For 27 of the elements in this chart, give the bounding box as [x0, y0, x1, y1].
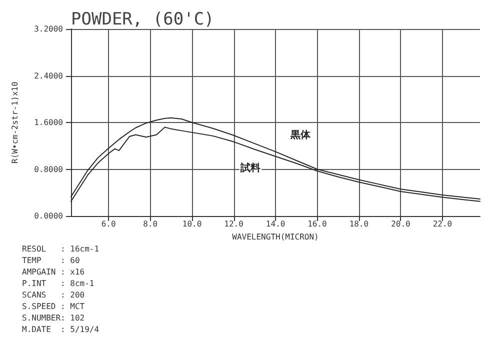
y-tick-label: 0.8000 — [34, 164, 64, 174]
text: SCANS : 200 — [22, 290, 85, 300]
chart-title: POWDER, (60'C) — [71, 10, 214, 30]
text: AMPGAIN : x16 — [22, 268, 85, 276]
text: S.NUMBER: 102 — [22, 314, 85, 322]
x-tick-label: 16.0 — [308, 220, 328, 228]
x-tick-label: 14.0 — [266, 220, 286, 228]
text: RESOL : 16cm-1 — [22, 244, 100, 254]
x-tick-label: 6.0 — [101, 220, 116, 228]
x-tick-label: 12.0 — [224, 220, 244, 228]
x-tick-label: 8.0 — [143, 220, 158, 228]
y-tick-label: 2.4000 — [34, 71, 64, 80]
text: S.SPEED : MCT — [22, 302, 85, 311]
x-tick-label: 18.0 — [349, 220, 369, 228]
text: P.INT : 8cm-1 — [22, 279, 94, 288]
y-tick-label: 0.0000 — [34, 212, 64, 220]
x-axis-title: WAVELENGTH(MICRON) — [232, 232, 319, 242]
series-label: 黒体 — [290, 129, 312, 142]
text: TEMP : 60 — [22, 256, 80, 265]
text: M.DATE : 5/19/4 — [22, 325, 100, 334]
y-axis-title: R(W•cm-2str-1)x10 — [10, 81, 20, 164]
y-tick-label: 1.6000 — [34, 118, 64, 127]
series-label: 試料 — [240, 162, 260, 174]
x-tick-label: 10.0 — [182, 220, 202, 228]
x-tick-label: 20.0 — [391, 220, 411, 228]
y-tick-label: 3.2000 — [34, 24, 64, 34]
x-tick-label: 22.0 — [432, 220, 452, 228]
